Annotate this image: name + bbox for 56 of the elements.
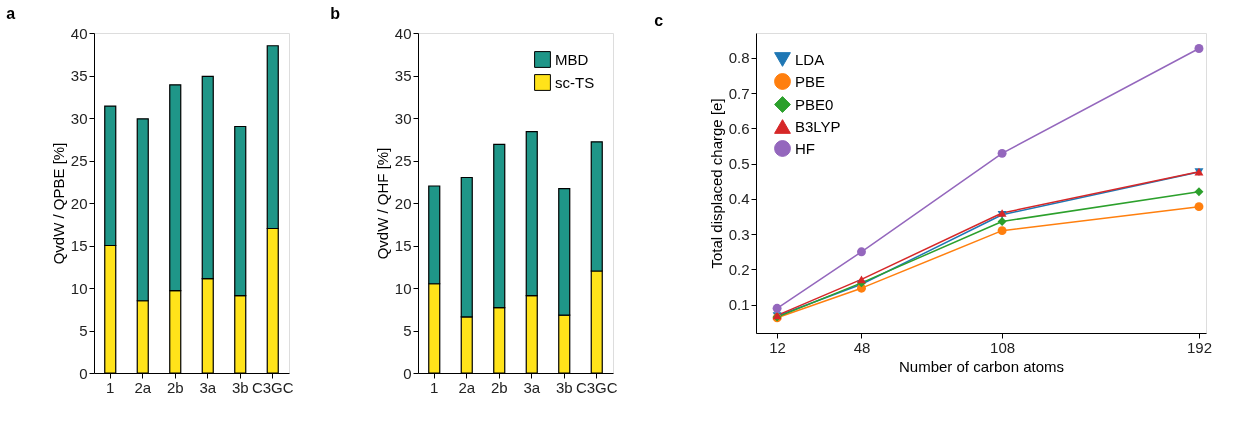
y-axis-title: Total displaced charge [e]: [707, 98, 725, 269]
y-tick-label: 0.8: [728, 49, 750, 67]
y-tick-label: 0.6: [728, 119, 750, 137]
y-tick-label: 15: [70, 237, 88, 254]
legend-label: sc-TS: [555, 73, 595, 91]
legend-label: PBE0: [795, 95, 834, 113]
x-tick-label: 12: [769, 338, 786, 356]
legend-label: LDA: [795, 50, 825, 68]
y-tick-label: 0.2: [728, 260, 750, 278]
x-tick-label: 3a: [199, 378, 217, 396]
y-axis-title: QvdW / QPBE [%]: [49, 142, 67, 265]
y-tick-label: 25: [70, 152, 88, 169]
y-tick-label: 0.5: [728, 155, 750, 173]
legend-label: B3LYP: [795, 117, 841, 135]
x-tick-label: 2b: [166, 378, 184, 396]
chart-title: c: [654, 12, 664, 29]
x-tick-label: 2b: [490, 378, 508, 396]
x-tick-label: C3GC: [251, 378, 294, 396]
x-tick-label: 3b: [555, 378, 573, 396]
y-tick-label: 0.1: [728, 296, 750, 314]
legend-label: HF: [795, 139, 815, 157]
y-tick-label: 5: [403, 322, 412, 339]
x-axis-title: Number of carbon atoms: [898, 357, 1065, 375]
y-tick-label: 30: [394, 109, 412, 127]
y-tick-label: 0.4: [728, 190, 750, 208]
x-tick-label: C3GC: [575, 378, 618, 396]
chart-title: b: [330, 5, 341, 22]
x-tick-label: 3b: [231, 378, 249, 396]
x-tick-label: 48: [853, 338, 871, 356]
x-tick-label: 1: [106, 378, 115, 396]
y-tick-label: 0.7: [728, 84, 750, 102]
chart-title: a: [6, 5, 16, 22]
legend-label: MBD: [555, 50, 589, 68]
y-axis-title: QvdW / QHF [%]: [373, 147, 391, 260]
x-tick-label: 1: [430, 378, 439, 396]
y-tick-label: 25: [394, 152, 412, 169]
x-tick-label: 2a: [458, 378, 476, 396]
legend-label: PBE: [795, 72, 826, 90]
y-tick-label: 35: [70, 67, 88, 84]
y-tick-label: 40: [70, 24, 88, 42]
y-tick-label: 10: [70, 279, 88, 297]
y-tick-label: 35: [394, 67, 412, 84]
y-tick-label: 40: [394, 24, 412, 42]
y-tick-label: 0: [79, 364, 88, 382]
y-tick-label: 20: [70, 194, 88, 212]
y-tick-label: 20: [394, 194, 412, 212]
x-tick-label: 108: [990, 338, 1016, 356]
y-tick-label: 0.3: [728, 225, 750, 243]
x-tick-label: 2a: [134, 378, 152, 396]
y-tick-label: 30: [70, 109, 88, 127]
y-tick-label: 10: [394, 279, 412, 297]
y-tick-label: 0: [403, 364, 412, 382]
y-tick-label: 15: [394, 237, 412, 254]
x-tick-label: 3a: [523, 378, 541, 396]
x-tick-label: 192: [1186, 338, 1212, 356]
y-tick-label: 5: [79, 322, 88, 339]
